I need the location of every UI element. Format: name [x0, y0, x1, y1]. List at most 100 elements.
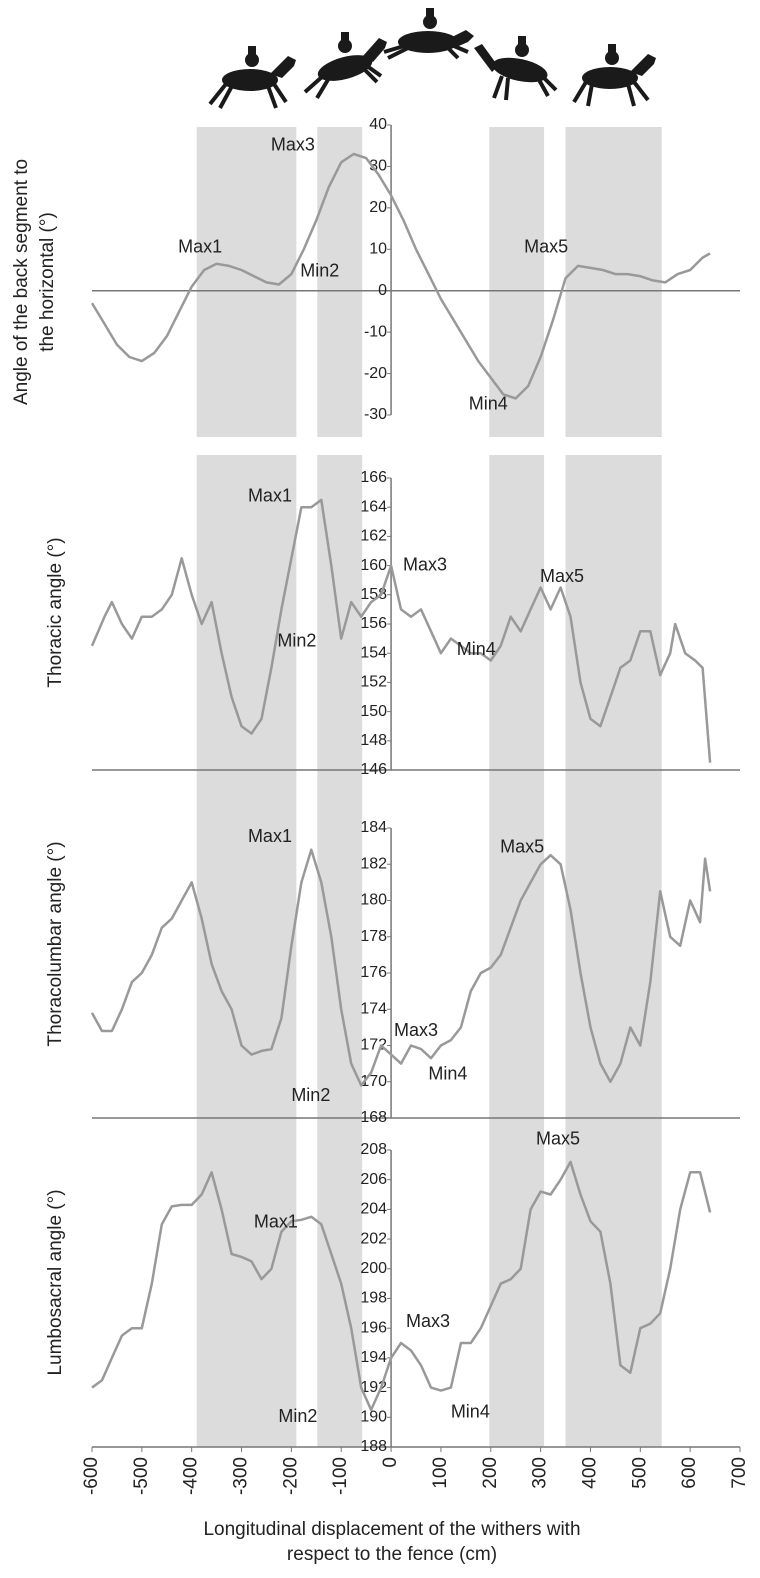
x-tick-label: -500 [131, 1457, 152, 1495]
data-line [90, 152, 711, 400]
y-tick-label: 198 [360, 1290, 387, 1307]
y-tick-label: 184 [360, 819, 387, 836]
annotation: Max3 [403, 554, 447, 574]
x-axis-label: respect to the fence (cm) [287, 1544, 497, 1565]
y-tick-label: 182 [360, 855, 387, 872]
x-tick-label: 500 [629, 1457, 650, 1489]
shaded-band [196, 1118, 297, 1447]
annotation: Min2 [277, 630, 316, 650]
y-tick-label: 208 [360, 1141, 387, 1158]
shaded-band [489, 455, 545, 770]
horse [572, 44, 656, 107]
data-line [91, 1160, 712, 1412]
y-tick-label: 200 [360, 1260, 387, 1277]
y-tick-label: 146 [360, 761, 387, 778]
shaded-band [565, 455, 662, 770]
horse-silhouettes [208, 8, 656, 109]
annotation: Max1 [254, 1212, 298, 1232]
annotation: Max3 [406, 1311, 450, 1331]
y-tick-label: 156 [360, 615, 387, 632]
data-line [90, 848, 712, 1087]
shaded-band [565, 1118, 662, 1447]
y-tick-label: 190 [360, 1409, 387, 1426]
y-tick-label: 188 [360, 1438, 387, 1455]
annotation: Min4 [451, 1402, 490, 1422]
shaded-band [317, 770, 363, 1118]
annotation: Min4 [457, 639, 496, 659]
y-tick-label: 10 [369, 241, 387, 258]
annotation: Max5 [536, 1128, 580, 1148]
horse [303, 32, 387, 100]
annotation: Max3 [271, 134, 315, 154]
y-tick-label: 180 [360, 892, 387, 909]
x-tick-label: 100 [430, 1457, 451, 1489]
y-axis-label: the horizontal (°) [37, 212, 58, 352]
annotation: Min2 [291, 1085, 330, 1105]
shaded-band [565, 127, 662, 437]
x-tick-label: 200 [480, 1457, 501, 1489]
y-tick-label: 158 [360, 586, 387, 603]
annotation: Max1 [248, 826, 292, 846]
y-tick-label: 196 [360, 1319, 387, 1336]
annotation: Max1 [248, 486, 292, 506]
annotation: Min2 [278, 1406, 317, 1426]
annotation: Min4 [469, 393, 508, 413]
shaded-band [565, 770, 662, 1118]
horse [383, 8, 474, 60]
x-tick-label: 300 [530, 1457, 551, 1489]
y-axis-label: Thoracolumbar angle (°) [45, 841, 66, 1046]
horse [208, 46, 296, 109]
annotation: Min2 [300, 260, 339, 280]
annotation: Max1 [178, 236, 222, 256]
x-tick-label: 700 [729, 1457, 750, 1489]
y-tick-label: 164 [360, 498, 387, 515]
shaded-band [317, 127, 363, 437]
x-tick-label: -100 [330, 1457, 351, 1495]
y-tick-label: 194 [360, 1349, 387, 1366]
x-axis-label: Longitudinal displacement of the withers… [203, 1519, 580, 1540]
annotation: Max5 [524, 236, 568, 256]
y-axis-label: Angle of the back segment to [11, 159, 32, 405]
x-tick-label: -300 [231, 1457, 252, 1495]
y-tick-label: -10 [364, 323, 387, 340]
data-line [90, 498, 712, 763]
y-tick-label: 152 [360, 674, 387, 691]
x-tick-label: -600 [81, 1457, 102, 1495]
y-tick-label: 162 [360, 528, 387, 545]
shaded-band [489, 770, 545, 1118]
x-tick-label: 0 [380, 1457, 401, 1468]
x-tick-label: 600 [679, 1457, 700, 1489]
y-tick-label: 160 [360, 557, 387, 574]
x-tick-label: -200 [280, 1457, 301, 1495]
y-tick-label: -30 [364, 406, 387, 423]
y-tick-label: 154 [360, 644, 387, 661]
y-tick-label: -20 [364, 365, 387, 382]
y-tick-label: 176 [360, 964, 387, 981]
annotation: Min4 [428, 1063, 467, 1083]
y-tick-label: 148 [360, 732, 387, 749]
y-tick-label: 206 [360, 1171, 387, 1188]
y-tick-label: 168 [360, 1109, 387, 1126]
y-axis-label: Lumbosacral angle (°) [45, 1189, 66, 1375]
y-tick-label: 174 [360, 1000, 387, 1017]
y-tick-label: 204 [360, 1201, 387, 1218]
y-tick-label: 40 [369, 116, 387, 133]
y-axis-label: Thoracic angle (°) [45, 537, 66, 687]
y-tick-label: 178 [360, 928, 387, 945]
y-tick-label: 0 [378, 282, 387, 299]
shaded-band [489, 127, 545, 437]
annotation: Max5 [500, 837, 544, 857]
y-tick-label: 150 [360, 703, 387, 720]
shaded-band [489, 1118, 545, 1447]
y-tick-label: 20 [369, 199, 387, 216]
bands-layer [196, 127, 662, 1447]
horse [474, 36, 558, 101]
shaded-band [317, 455, 363, 770]
x-tick-label: -400 [181, 1457, 202, 1495]
x-tick-label: 400 [579, 1457, 600, 1489]
y-tick-label: 202 [360, 1230, 387, 1247]
y-tick-label: 30 [369, 158, 387, 175]
shaded-band [196, 770, 297, 1118]
shaded-band [196, 127, 297, 437]
